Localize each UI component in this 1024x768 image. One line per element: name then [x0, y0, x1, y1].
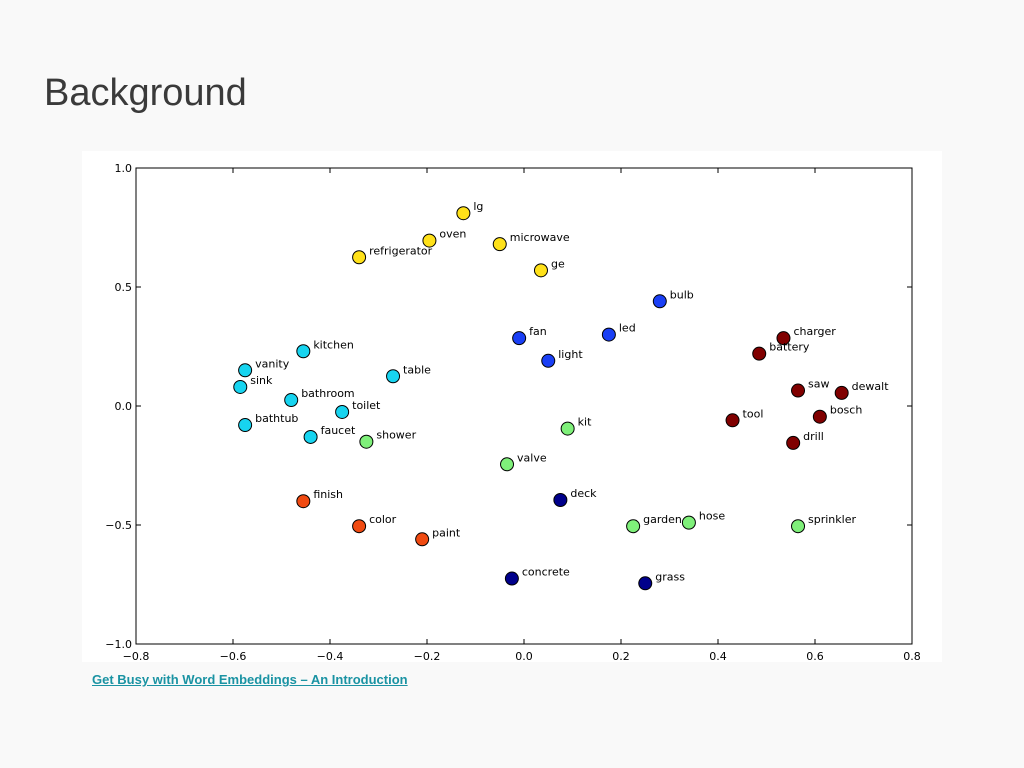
- point-label-drill: drill: [803, 430, 824, 443]
- point-label-oven: oven: [439, 228, 466, 241]
- slide-title: Background: [44, 72, 247, 114]
- point-label-led: led: [619, 322, 636, 335]
- point-marker-tool: [725, 413, 740, 428]
- axis-ticks: −0.8 −0.6 −0.4 −0.2 0.0 0.2 0.4 0.6 0.8 −1.0 −0.5 0…: [105, 162, 920, 662]
- point-marker-refrigerator: [352, 250, 367, 265]
- y-tick-label: 0.5: [115, 281, 133, 294]
- point-marker-led: [601, 327, 616, 342]
- point-marker-table: [386, 369, 401, 384]
- point-label-grass: grass: [655, 570, 685, 583]
- point-label-dewalt: dewalt: [852, 380, 890, 393]
- point-marker-bathroom: [284, 393, 299, 408]
- point-label-sprinkler: sprinkler: [808, 513, 856, 526]
- point-marker-deck: [553, 493, 568, 508]
- point-marker-kit: [560, 421, 575, 436]
- point-marker-lg: [456, 206, 471, 221]
- point-label-vanity: vanity: [255, 357, 290, 370]
- point-label-concrete: concrete: [522, 566, 570, 579]
- point-label-tool: tool: [743, 407, 764, 420]
- point-marker-toilet: [335, 404, 350, 419]
- x-tick-label: −0.2: [414, 650, 441, 662]
- point-marker-dewalt: [834, 385, 849, 400]
- point-marker-finish: [296, 494, 311, 509]
- y-tick-label: 0.0: [115, 400, 133, 413]
- y-tick-label: −1.0: [105, 638, 132, 651]
- point-marker-light: [541, 353, 556, 368]
- scatter-chart-panel: −0.8 −0.6 −0.4 −0.2 0.0 0.2 0.4 0.6 0.8 −1.0 −0.5 0…: [82, 151, 942, 662]
- point-label-microwave: microwave: [510, 231, 570, 244]
- point-label-finish: finish: [313, 488, 343, 501]
- point-label-fan: fan: [529, 325, 547, 338]
- x-tick-label: 0.6: [806, 650, 824, 662]
- point-label-bosch: bosch: [830, 404, 862, 417]
- point-label-valve: valve: [517, 451, 547, 464]
- point-label-hose: hose: [699, 510, 725, 523]
- point-label-ge: ge: [551, 257, 565, 270]
- point-label-color: color: [369, 513, 397, 526]
- point-label-shower: shower: [376, 429, 416, 442]
- x-tick-label: 0.4: [709, 650, 727, 662]
- point-label-toilet: toilet: [352, 399, 381, 412]
- point-marker-shower: [359, 434, 374, 449]
- scatter-points: lg oven microwave refrigerator ge bulb led fanl…: [233, 200, 890, 591]
- point-marker-paint: [415, 532, 430, 547]
- point-marker-concrete: [504, 571, 519, 586]
- point-label-paint: paint: [432, 526, 461, 539]
- point-label-charger: charger: [793, 325, 836, 338]
- point-label-bathroom: bathroom: [301, 387, 354, 400]
- point-label-battery: battery: [769, 341, 810, 354]
- x-tick-label: 0.0: [515, 650, 533, 662]
- point-marker-bathtub: [238, 418, 253, 433]
- point-marker-fan: [512, 331, 527, 346]
- point-label-table: table: [403, 363, 431, 376]
- y-tick-label: 1.0: [115, 162, 133, 175]
- point-marker-charger: [776, 331, 791, 346]
- x-tick-label: −0.8: [123, 650, 150, 662]
- point-marker-drill: [786, 435, 801, 450]
- point-marker-sprinkler: [791, 519, 806, 534]
- point-label-kitchen: kitchen: [313, 338, 354, 351]
- point-label-bathtub: bathtub: [255, 412, 298, 425]
- point-label-deck: deck: [570, 487, 597, 500]
- x-tick-label: −0.6: [220, 650, 247, 662]
- point-marker-battery: [752, 346, 767, 361]
- source-article-link[interactable]: Get Busy with Word Embeddings – An Intro…: [92, 672, 408, 687]
- point-marker-saw: [791, 383, 806, 398]
- point-label-sink: sink: [250, 374, 273, 387]
- point-label-garden: garden: [643, 513, 682, 526]
- point-label-refrigerator: refrigerator: [369, 244, 433, 257]
- point-marker-microwave: [492, 237, 507, 252]
- point-marker-valve: [500, 457, 515, 472]
- point-marker-hose: [681, 515, 696, 530]
- point-marker-bulb: [652, 294, 667, 309]
- point-label-faucet: faucet: [321, 424, 356, 437]
- x-tick-label: 0.2: [612, 650, 630, 662]
- point-marker-garden: [626, 519, 641, 534]
- point-marker-ge: [533, 263, 548, 278]
- point-marker-bosch: [812, 409, 827, 424]
- point-label-light: light: [558, 348, 583, 361]
- x-tick-label: −0.4: [317, 650, 344, 662]
- point-marker-vanity: [238, 363, 253, 378]
- point-marker-color: [352, 519, 367, 534]
- point-marker-grass: [638, 576, 653, 591]
- point-label-bulb: bulb: [670, 288, 694, 301]
- point-marker-oven: [422, 233, 437, 248]
- point-label-kit: kit: [578, 416, 592, 429]
- word-embedding-scatter-chart: −0.8 −0.6 −0.4 −0.2 0.0 0.2 0.4 0.6 0.8 −1.0 −0.5 0…: [105, 162, 920, 662]
- point-marker-faucet: [303, 429, 318, 444]
- point-marker-sink: [233, 379, 248, 394]
- point-label-lg: lg: [473, 200, 483, 213]
- point-label-saw: saw: [808, 378, 829, 391]
- point-marker-kitchen: [296, 344, 311, 359]
- x-tick-label: 0.8: [903, 650, 921, 662]
- y-tick-label: −0.5: [105, 519, 132, 532]
